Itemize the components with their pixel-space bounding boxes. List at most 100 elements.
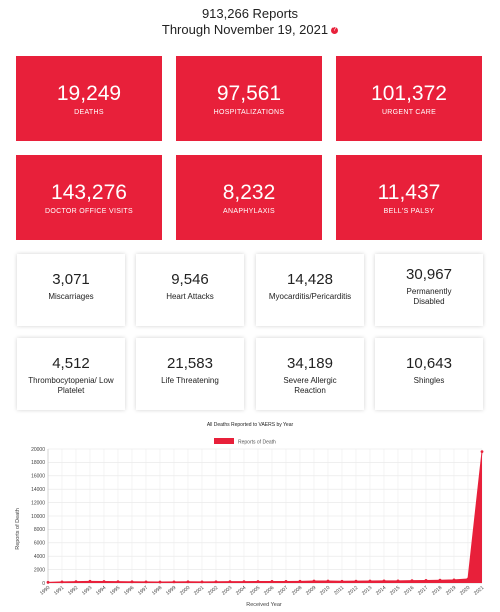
stat-card-doctor-office-visits[interactable]: 143,276 DOCTOR OFFICE VISITS — [16, 155, 162, 240]
data-point[interactable] — [382, 579, 386, 583]
y-tick-label: 12000 — [31, 500, 45, 506]
stat-value: 8,232 — [222, 181, 276, 204]
stat-value: 4,512 — [52, 355, 90, 372]
x-tick-label: 2001 — [193, 585, 206, 597]
stat-label: DOCTOR OFFICE VISITS — [45, 208, 133, 215]
data-point[interactable] — [116, 580, 120, 584]
x-tick-label: 2016 — [403, 585, 416, 597]
stat-card-anaphylaxis[interactable]: 8,232 ANAPHYLAXIS — [176, 155, 322, 240]
chart-title: All Deaths Reported to VAERS by Year — [206, 422, 294, 428]
stat-card-urgent-care[interactable]: 101,372 URGENT CARE — [336, 56, 482, 141]
stat-value: 19,249 — [56, 82, 122, 105]
y-tick-label: 14000 — [31, 487, 45, 493]
data-point[interactable] — [480, 450, 484, 454]
data-point[interactable] — [466, 577, 470, 581]
data-point[interactable] — [256, 580, 260, 583]
y-tick-label: 10000 — [31, 514, 45, 520]
data-point[interactable] — [200, 580, 204, 584]
stat-value: 30,967 — [406, 266, 452, 283]
stat-card-severe-allergic-reaction[interactable]: 34,189 Severe Allergic Reaction — [256, 338, 364, 410]
stat-card-heart-attacks[interactable]: 9,546 Heart Attacks — [136, 254, 244, 326]
data-point[interactable] — [186, 580, 190, 584]
series-points — [46, 450, 484, 584]
chart-legend[interactable]: Reports of Death — [214, 438, 276, 446]
series-line — [47, 451, 483, 583]
data-point[interactable] — [340, 579, 344, 583]
stat-value: 3,071 — [52, 271, 90, 288]
data-point[interactable] — [438, 578, 442, 582]
x-tick-label: 2017 — [417, 585, 430, 597]
data-point[interactable] — [74, 580, 78, 583]
legend-label: Reports of Death — [238, 440, 276, 446]
stat-label: Heart Attacks — [166, 292, 214, 301]
stat-value: 11,437 — [377, 181, 441, 204]
x-tick-label: 2009 — [305, 585, 318, 597]
y-tick-label: 0 — [42, 581, 45, 587]
data-point[interactable] — [60, 580, 64, 584]
x-tick-label: 2004 — [235, 585, 248, 597]
stat-card-miscarriages[interactable]: 3,071 Miscarriages — [17, 254, 125, 326]
chart-grid — [47, 448, 483, 584]
series-area — [48, 451, 482, 583]
y-tick-label: 18000 — [31, 460, 45, 466]
data-point[interactable] — [228, 580, 232, 584]
x-tick-label: 2003 — [221, 585, 234, 597]
stat-card-life-threatening[interactable]: 21,583 Life Threatening — [136, 338, 244, 410]
x-tick-label: 2010 — [319, 585, 332, 597]
stat-label: Thrombocytopenia/ Low Platelet — [28, 376, 114, 395]
x-tick-label: 1991 — [53, 585, 66, 597]
stat-card-shingles[interactable]: 10,643 Shingles — [375, 338, 483, 410]
x-axis-label: Received Year — [246, 602, 282, 608]
deaths-by-year-chart: Reports of Death 0 2000 4000 6000 8000 10000 1… — [15, 438, 486, 608]
data-point[interactable] — [130, 580, 134, 584]
stat-label: HOSPITALIZATIONS — [213, 109, 285, 116]
y-tick-label: 20000 — [31, 447, 45, 453]
data-point[interactable] — [424, 579, 428, 582]
data-point[interactable] — [326, 579, 330, 583]
x-tick-label: 2008 — [291, 585, 304, 597]
data-point[interactable] — [144, 580, 148, 584]
data-point[interactable] — [298, 579, 302, 583]
data-point[interactable] — [284, 580, 288, 583]
x-tick-label: 1995 — [109, 585, 122, 597]
x-tick-label: 2014 — [375, 585, 388, 597]
data-point[interactable] — [242, 580, 246, 583]
data-point[interactable] — [102, 580, 106, 583]
data-point[interactable] — [312, 579, 316, 583]
x-tick-label: 1990 — [39, 585, 52, 597]
x-tick-label: 1997 — [137, 585, 150, 597]
data-point[interactable] — [354, 579, 358, 583]
y-axis-label: Reports of Death — [15, 508, 21, 550]
stat-card-bells-palsy[interactable]: 11,437 BELL'S PALSY — [336, 155, 482, 240]
x-tick-label: 2007 — [277, 585, 290, 597]
data-point[interactable] — [410, 579, 414, 583]
x-tick-label: 2013 — [361, 585, 374, 597]
data-point[interactable] — [396, 579, 400, 583]
stat-label: Miscarriages — [48, 292, 94, 301]
stat-label: BELL'S PALSY — [383, 208, 435, 215]
x-tick-label: 1996 — [123, 585, 136, 597]
stat-card-myocarditis[interactable]: 14,428 Myocarditis/Pericarditis — [256, 254, 364, 326]
stat-label: Myocarditis/Pericarditis — [268, 292, 352, 301]
data-point[interactable] — [158, 580, 162, 584]
x-tick-label: 2011 — [333, 585, 345, 597]
stat-card-permanently-disabled[interactable]: 30,967 Permanently Disabled — [375, 254, 483, 326]
x-tick-label: 2018 — [431, 585, 444, 597]
x-tick-label: 2012 — [347, 585, 360, 597]
data-point[interactable] — [88, 579, 92, 583]
stat-label: Permanently Disabled — [406, 287, 452, 306]
data-point[interactable] — [214, 580, 218, 584]
data-point[interactable] — [46, 580, 50, 584]
stat-label: URGENT CARE — [381, 109, 437, 116]
data-point[interactable] — [368, 579, 372, 583]
x-tick-label: 2002 — [207, 585, 220, 597]
x-tick-label: 2021 — [473, 585, 486, 597]
question-circle-icon[interactable]: ? — [331, 27, 339, 35]
stat-card-hospitalizations[interactable]: 97,561 HOSPITALIZATIONS — [176, 56, 322, 141]
data-point[interactable] — [270, 580, 274, 583]
data-point[interactable] — [452, 578, 456, 582]
data-point[interactable] — [172, 580, 176, 584]
stat-card-deaths[interactable]: 19,249 DEATHS — [16, 56, 162, 141]
stat-card-thrombocytopenia[interactable]: 4,512 Thrombocytopenia/ Low Platelet — [17, 338, 125, 410]
x-tick-label: 1993 — [81, 585, 94, 597]
